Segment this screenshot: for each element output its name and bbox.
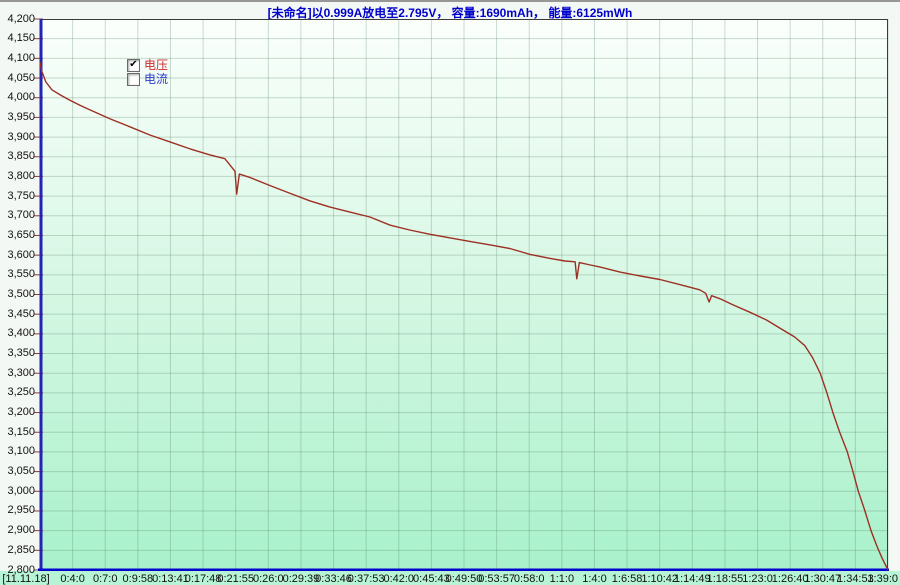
y-axis-label: 3,250 xyxy=(7,386,35,399)
legend-item-voltage[interactable]: ✔ 电压 xyxy=(127,58,168,72)
x-axis-label: 0:45:43 xyxy=(413,573,450,585)
y-axis-label: 3,050 xyxy=(7,465,35,478)
chart-title: [未命名]以0.999A放电至2.795V， 容量:1690mAh， 能量:61… xyxy=(267,6,633,20)
y-axis-label: 3,150 xyxy=(7,425,35,438)
x-axis-label: 1:30:47 xyxy=(804,573,842,585)
x-axis-label: 0:58:0 xyxy=(513,573,545,585)
y-axis-label: 4,050 xyxy=(7,71,35,84)
y-axis-label: 3,200 xyxy=(7,406,35,419)
y-axis-label: 4,200 xyxy=(7,12,35,25)
y-axis-label: 3,800 xyxy=(7,169,35,182)
x-axis-label: 1:1:0 xyxy=(549,573,575,585)
x-axis-date-label: [11.11.18] xyxy=(2,573,50,585)
y-axis-label: 4,100 xyxy=(7,51,35,64)
x-axis-label: 1:14:49 xyxy=(673,573,711,585)
x-axis-label: 0:53:57 xyxy=(478,573,515,585)
y-axis-label: 3,550 xyxy=(7,268,35,281)
y-axis-label: 2,800 xyxy=(7,563,35,576)
x-axis-label: 0:29:39 xyxy=(282,573,320,585)
x-axis-label: 0:9:58 xyxy=(122,573,154,585)
y-axis-label: 2,950 xyxy=(7,504,35,517)
y-axis-label: 3,700 xyxy=(7,209,35,222)
x-axis-label: 0:21:55 xyxy=(217,573,255,585)
y-axis-label: 3,100 xyxy=(7,445,35,458)
x-axis-label: 0:49:50 xyxy=(445,573,483,585)
x-axis-label: 1:26:40 xyxy=(771,573,809,585)
y-axis-label: 3,950 xyxy=(7,110,35,123)
y-axis-label: 3,650 xyxy=(7,228,35,241)
y-axis-label: 3,600 xyxy=(7,248,35,261)
current-checkbox[interactable]: ✔ xyxy=(127,72,140,86)
x-axis-label: 0:26:0 xyxy=(253,573,284,585)
x-axis-label: 1:34:53 xyxy=(837,573,874,585)
y-axis-label: 3,000 xyxy=(7,484,35,497)
voltage-legend-label: 电压 xyxy=(144,57,169,72)
y-axis-label: 3,400 xyxy=(7,327,35,340)
y-axis-label: 2,850 xyxy=(7,543,35,556)
y-axis-label: 3,750 xyxy=(7,189,35,202)
y-axis-label: 3,850 xyxy=(7,150,35,163)
x-axis-label: 0:7:0 xyxy=(92,573,118,585)
y-axis-label: 3,300 xyxy=(7,366,35,379)
x-axis-label: 0:37:53 xyxy=(347,573,385,585)
legend-item-current[interactable]: ✔ 电流 xyxy=(127,72,168,86)
x-axis-label: 0:33:46 xyxy=(315,573,352,585)
y-axis-label: 2,900 xyxy=(7,524,35,537)
x-axis-label: 1:18:55 xyxy=(706,573,744,585)
y-axis-label: 4,000 xyxy=(7,91,35,104)
x-axis-label: 0:4:0 xyxy=(60,573,85,585)
voltage-checkbox[interactable]: ✔ xyxy=(127,58,140,72)
y-axis-label: 3,900 xyxy=(7,130,35,143)
x-axis-label: 1:4:0 xyxy=(582,573,607,585)
current-legend-label: 电流 xyxy=(144,71,169,86)
y-axis-label: 4,150 xyxy=(7,32,35,45)
x-axis-label: 0:13:41 xyxy=(152,573,189,585)
x-axis-label: 1:6:58 xyxy=(611,573,643,585)
y-axis-label: 3,450 xyxy=(7,307,35,320)
x-axis-label: 0:17:48 xyxy=(184,573,222,585)
x-axis-label: 1:39:0 xyxy=(867,573,898,585)
x-axis-label: 1:10:42 xyxy=(641,573,679,585)
x-axis-label: 0:42:0 xyxy=(383,573,415,585)
x-axis-label-strip xyxy=(0,571,900,585)
legend: ✔ 电压 ✔ 电流 xyxy=(127,58,168,86)
y-axis-label: 3,500 xyxy=(7,288,35,300)
y-axis-label: 3,350 xyxy=(7,347,35,360)
check-icon: ✔ xyxy=(129,58,138,70)
x-axis-label: 1:23:0 xyxy=(742,573,773,585)
